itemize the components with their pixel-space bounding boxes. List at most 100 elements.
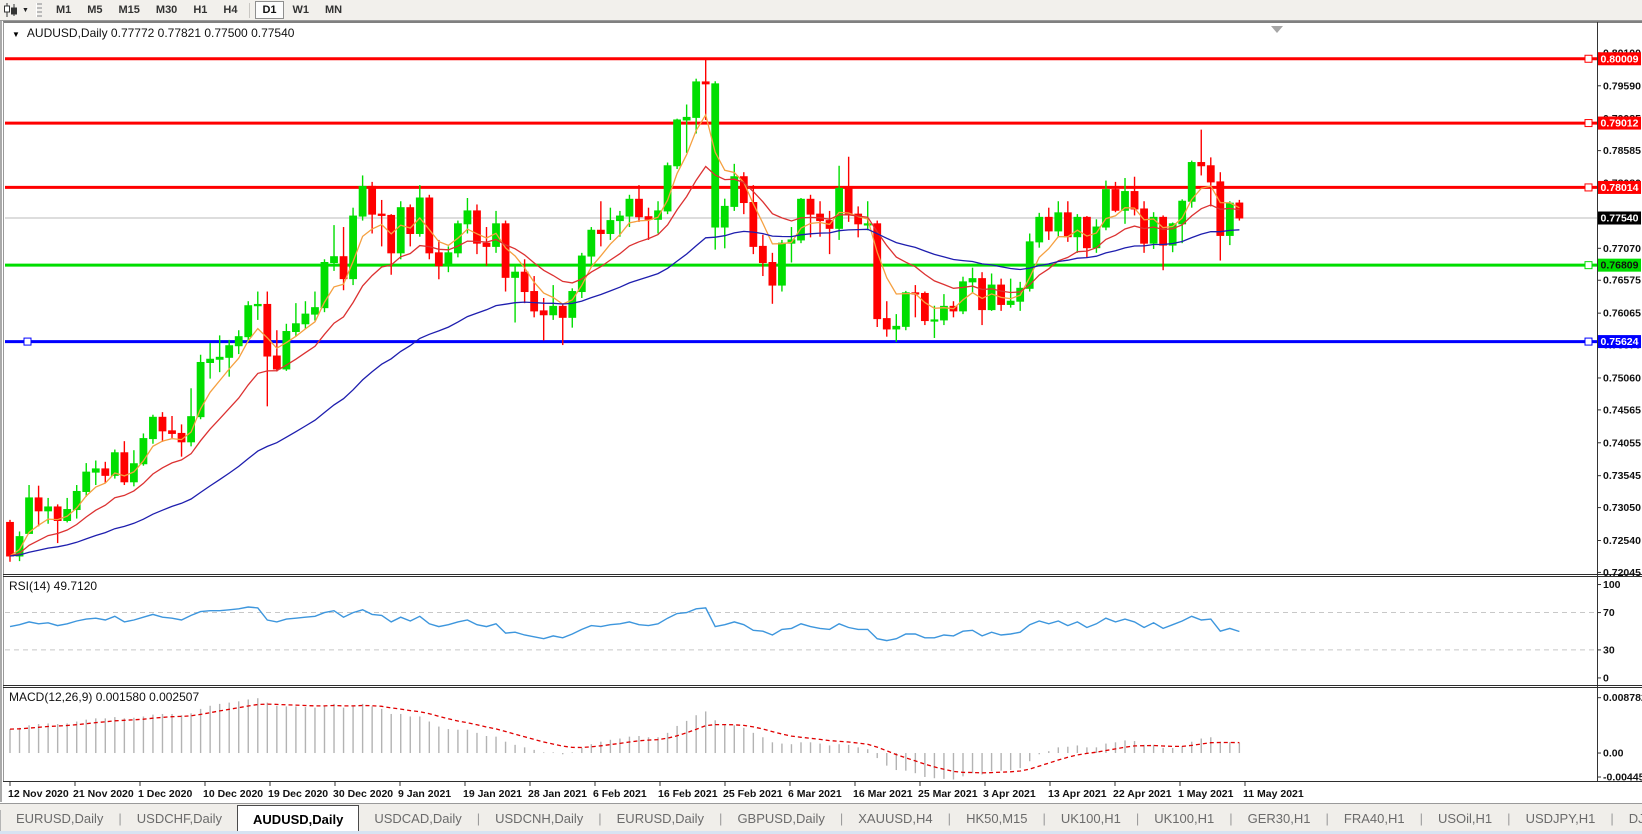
tab-stub bbox=[0, 810, 1, 832]
macd-indicator-label: MACD(12,26,9) 0.001580 0.002507 bbox=[9, 690, 200, 704]
price-label: 0.78014 bbox=[1598, 180, 1641, 194]
svg-text:70: 70 bbox=[1603, 607, 1615, 619]
tab-separator: | bbox=[1229, 810, 1233, 826]
tab-separator: | bbox=[1325, 810, 1329, 826]
symbol-tab-GBPUSD-Daily[interactable]: GBPUSD,Daily bbox=[737, 810, 825, 826]
symbol-tabbar: EURUSD,Daily | USDCHF,Daily AUDUSD,Daily USD… bbox=[0, 803, 1642, 832]
svg-text:12 Nov 2020: 12 Nov 2020 bbox=[8, 788, 69, 800]
svg-text:25 Mar 2021: 25 Mar 2021 bbox=[918, 788, 978, 800]
svg-text:0.74565: 0.74565 bbox=[1603, 404, 1641, 416]
toolbar-separator bbox=[249, 2, 251, 18]
ma-line-40[interactable] bbox=[9, 228, 1240, 557]
macd-histogram bbox=[9, 698, 1241, 780]
price-label: 0.75624 bbox=[1598, 335, 1641, 349]
timeframe-button-H4[interactable]: H4 bbox=[216, 1, 244, 19]
tab-separator: | bbox=[1135, 810, 1140, 826]
chart-shift-marker[interactable] bbox=[1271, 26, 1283, 33]
symbol-tab-HK50-M15[interactable]: HK50,M15 bbox=[966, 810, 1028, 826]
svg-text:1 Dec 2020: 1 Dec 2020 bbox=[138, 788, 192, 800]
toolbar-grip[interactable] bbox=[35, 3, 42, 17]
svg-text:16 Feb 2021: 16 Feb 2021 bbox=[658, 788, 718, 800]
tab-separator: | bbox=[1610, 810, 1614, 826]
timeframe-button-M1[interactable]: M1 bbox=[49, 1, 78, 19]
symbol-tab-EURUSD-Daily[interactable]: EURUSD,Daily bbox=[16, 810, 104, 826]
svg-text:13 Apr 2021: 13 Apr 2021 bbox=[1048, 788, 1107, 800]
timeframe-button-D1[interactable]: D1 bbox=[255, 1, 284, 19]
chart-title: ▼ AUDUSD,Daily 0.77772 0.77821 0.77500 0.… bbox=[12, 26, 294, 40]
tab-separator: | bbox=[947, 810, 952, 826]
svg-text:0.74055: 0.74055 bbox=[1603, 437, 1641, 449]
dropdown-caret-icon[interactable]: ▼ bbox=[22, 6, 29, 14]
svg-text:30 Dec 2020: 30 Dec 2020 bbox=[333, 788, 393, 800]
svg-text:11 May 2021: 11 May 2021 bbox=[1243, 788, 1304, 800]
tab-separator: | bbox=[598, 810, 602, 826]
chart-type-icon[interactable] bbox=[0, 3, 21, 17]
symbol-tab-USDCHF-Daily[interactable]: USDCHF,Daily bbox=[136, 810, 223, 826]
svg-text:0.76809: 0.76809 bbox=[1601, 260, 1639, 272]
svg-text:0.76065: 0.76065 bbox=[1603, 308, 1641, 320]
svg-text:10 Dec 2020: 10 Dec 2020 bbox=[203, 788, 263, 800]
svg-text:0.77070: 0.77070 bbox=[1603, 243, 1641, 255]
svg-text:9 Jan 2021: 9 Jan 2021 bbox=[398, 788, 451, 800]
symbol-tab-UK100-H1[interactable]: UK100,H1 bbox=[1154, 810, 1215, 826]
hline-handle[interactable] bbox=[1584, 337, 1593, 346]
svg-text:0.00: 0.00 bbox=[1603, 748, 1624, 760]
svg-text:0.78014: 0.78014 bbox=[1601, 182, 1639, 194]
chart-title-text: AUDUSD,Daily 0.77772 0.77821 0.77500 0.7… bbox=[26, 26, 295, 40]
svg-text:100: 100 bbox=[1603, 579, 1621, 591]
svg-text:30: 30 bbox=[1603, 644, 1615, 656]
tab-separator: | bbox=[719, 810, 723, 826]
hline-handle[interactable] bbox=[1584, 119, 1593, 128]
svg-text:25 Feb 2021: 25 Feb 2021 bbox=[723, 788, 783, 800]
svg-text:-0.004451: -0.004451 bbox=[1603, 772, 1642, 784]
candles bbox=[6, 58, 1244, 562]
symbol-tab-USDCNH-Daily[interactable]: USDCNH,Daily bbox=[495, 810, 584, 826]
symbol-tab-USOil-H1[interactable]: USOil,H1 bbox=[1437, 810, 1493, 826]
svg-text:0.79012: 0.79012 bbox=[1601, 118, 1639, 130]
timeframe-button-W1[interactable]: W1 bbox=[286, 1, 317, 19]
svg-text:0.80009: 0.80009 bbox=[1601, 53, 1639, 65]
macd-signal-line[interactable] bbox=[9, 703, 1240, 774]
symbol-tab-AUDUSD-Daily[interactable]: AUDUSD,Daily bbox=[237, 805, 360, 832]
svg-text:0.75060: 0.75060 bbox=[1603, 372, 1641, 384]
symbol-tab-UK100-H1[interactable]: UK100,H1 bbox=[1060, 810, 1121, 826]
timeframe-button-M5[interactable]: M5 bbox=[80, 1, 109, 19]
symbol-tab-DJ30-Weekly[interactable]: DJ30,Weekly bbox=[1628, 810, 1642, 826]
timeframe-button-M15[interactable]: M15 bbox=[112, 1, 147, 19]
svg-text:0.75624: 0.75624 bbox=[1601, 336, 1639, 348]
symbol-caret-icon[interactable]: ▼ bbox=[12, 30, 20, 39]
tab-separator: | bbox=[476, 810, 481, 826]
svg-text:0.73545: 0.73545 bbox=[1603, 470, 1641, 482]
svg-text:21 Nov 2020: 21 Nov 2020 bbox=[73, 788, 134, 800]
symbol-tab-FRA40-H1[interactable]: FRA40,H1 bbox=[1343, 810, 1405, 826]
hline-handle[interactable] bbox=[23, 337, 32, 346]
macd-axis: 0.008782 0.00 -0.004451 bbox=[1597, 692, 1642, 784]
symbol-tab-USDJPY-H1[interactable]: USDJPY,H1 bbox=[1525, 810, 1596, 826]
hline-handle[interactable] bbox=[1584, 183, 1593, 192]
symbol-tab-XAUUSD-H4[interactable]: XAUUSD,H4 bbox=[858, 810, 933, 826]
svg-text:19 Dec 2020: 19 Dec 2020 bbox=[268, 788, 328, 800]
svg-text:0.77540: 0.77540 bbox=[1601, 213, 1639, 225]
date-axis: 12 Nov 2020 21 Nov 2020 1 Dec 2020 10 Dec 2… bbox=[8, 782, 1304, 800]
ma-line-13[interactable] bbox=[9, 165, 1240, 557]
hline-handle[interactable] bbox=[1584, 261, 1593, 270]
price-label: 0.79012 bbox=[1598, 116, 1641, 130]
symbol-tab-GER30-H1[interactable]: GER30,H1 bbox=[1247, 810, 1311, 826]
svg-text:19 Jan 2021: 19 Jan 2021 bbox=[463, 788, 522, 800]
timeframe-button-MN[interactable]: MN bbox=[318, 1, 349, 19]
symbol-tab-EURUSD-Daily[interactable]: EURUSD,Daily bbox=[616, 810, 705, 826]
svg-text:16 Mar 2021: 16 Mar 2021 bbox=[853, 788, 913, 800]
tab-separator: | bbox=[839, 810, 844, 826]
svg-text:0.72540: 0.72540 bbox=[1603, 535, 1641, 547]
timeframe-button-M30[interactable]: M30 bbox=[149, 1, 184, 19]
timeframe-button-H1[interactable]: H1 bbox=[186, 1, 214, 19]
tab-separator: | bbox=[1507, 810, 1511, 826]
svg-text:6 Feb 2021: 6 Feb 2021 bbox=[593, 788, 647, 800]
svg-text:0.79590: 0.79590 bbox=[1603, 80, 1641, 92]
window-bottom-strip bbox=[0, 831, 1642, 834]
rsi-axis: 100 70 30 0 bbox=[1597, 579, 1621, 684]
rsi-line[interactable] bbox=[9, 606, 1240, 642]
hline-handle[interactable] bbox=[1584, 54, 1593, 63]
symbol-tab-USDCAD-Daily[interactable]: USDCAD,Daily bbox=[374, 810, 462, 826]
